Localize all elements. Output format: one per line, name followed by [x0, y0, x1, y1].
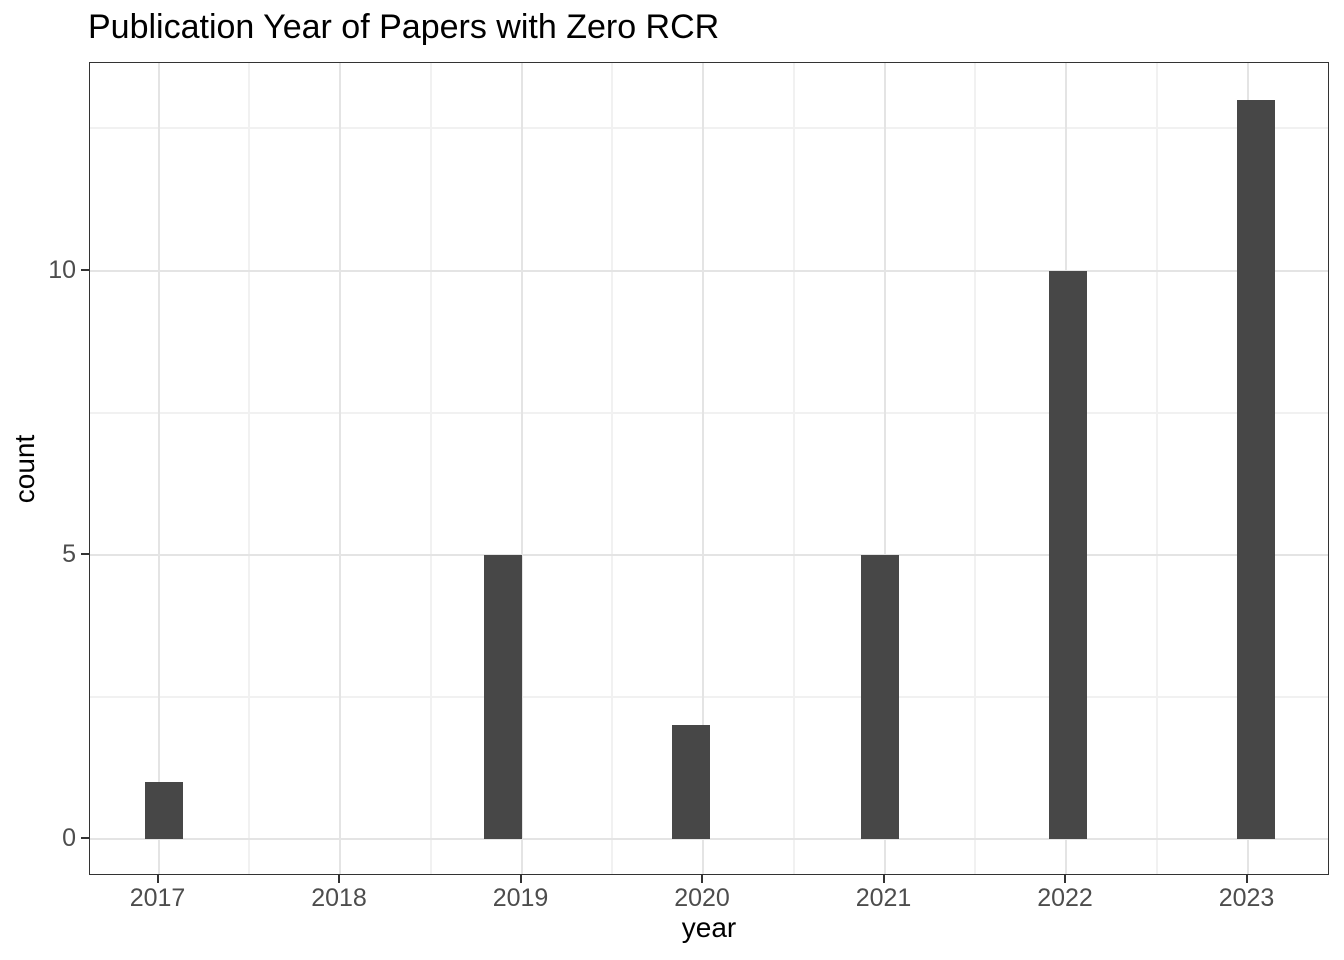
gridline-y-minor: [90, 695, 1328, 698]
y-tick-label: 10: [48, 255, 76, 284]
gridline-x-minor: [429, 63, 432, 874]
gridline-x-minor: [1155, 63, 1158, 874]
x-tick-mark: [338, 875, 340, 883]
plot-panel: [89, 62, 1329, 875]
gridline-x-major: [157, 63, 160, 874]
bar-2019: [483, 554, 522, 839]
x-tick-mark: [701, 875, 703, 883]
bar-2017: [144, 782, 183, 839]
x-tick-label: 2022: [1037, 884, 1093, 912]
y-tick-mark: [81, 552, 89, 555]
bar-2021: [860, 554, 899, 839]
gridline-y-major: [90, 553, 1328, 556]
y-tick-label: 5: [62, 539, 76, 568]
gridline-x-minor: [248, 63, 251, 874]
bar-2023: [1236, 99, 1275, 839]
gridline-x-major: [339, 63, 341, 874]
x-tick-label: 2018: [311, 884, 367, 912]
x-tick-mark: [519, 875, 522, 883]
chart-title: Publication Year of Papers with Zero RCR: [88, 8, 720, 46]
y-tick-mark: [81, 268, 89, 271]
x-tick-label: 2020: [674, 884, 730, 912]
gridline-x-minor: [974, 63, 977, 874]
bar-2020: [672, 725, 710, 839]
x-tick-label: 2023: [1218, 884, 1275, 912]
x-tick-label: 2019: [492, 884, 549, 912]
x-tick-label: 2017: [129, 884, 186, 912]
x-tick-mark: [882, 875, 885, 883]
x-tick-label: 2021: [855, 884, 912, 912]
gridline-x-minor: [611, 63, 614, 874]
gridline-y-minor: [90, 411, 1328, 414]
gridline-x-minor: [792, 63, 795, 874]
bar-2022: [1049, 270, 1087, 839]
y-tick-label: 0: [62, 824, 76, 852]
gridline-y-major: [90, 269, 1328, 272]
gridline-y-minor: [90, 127, 1328, 130]
x-tick-mark: [156, 875, 159, 883]
x-tick-mark: [1245, 875, 1248, 883]
y-tick-mark: [81, 837, 89, 839]
y-axis-title: count: [9, 434, 40, 504]
x-axis-title: year: [681, 912, 737, 943]
x-tick-mark: [1064, 875, 1066, 883]
